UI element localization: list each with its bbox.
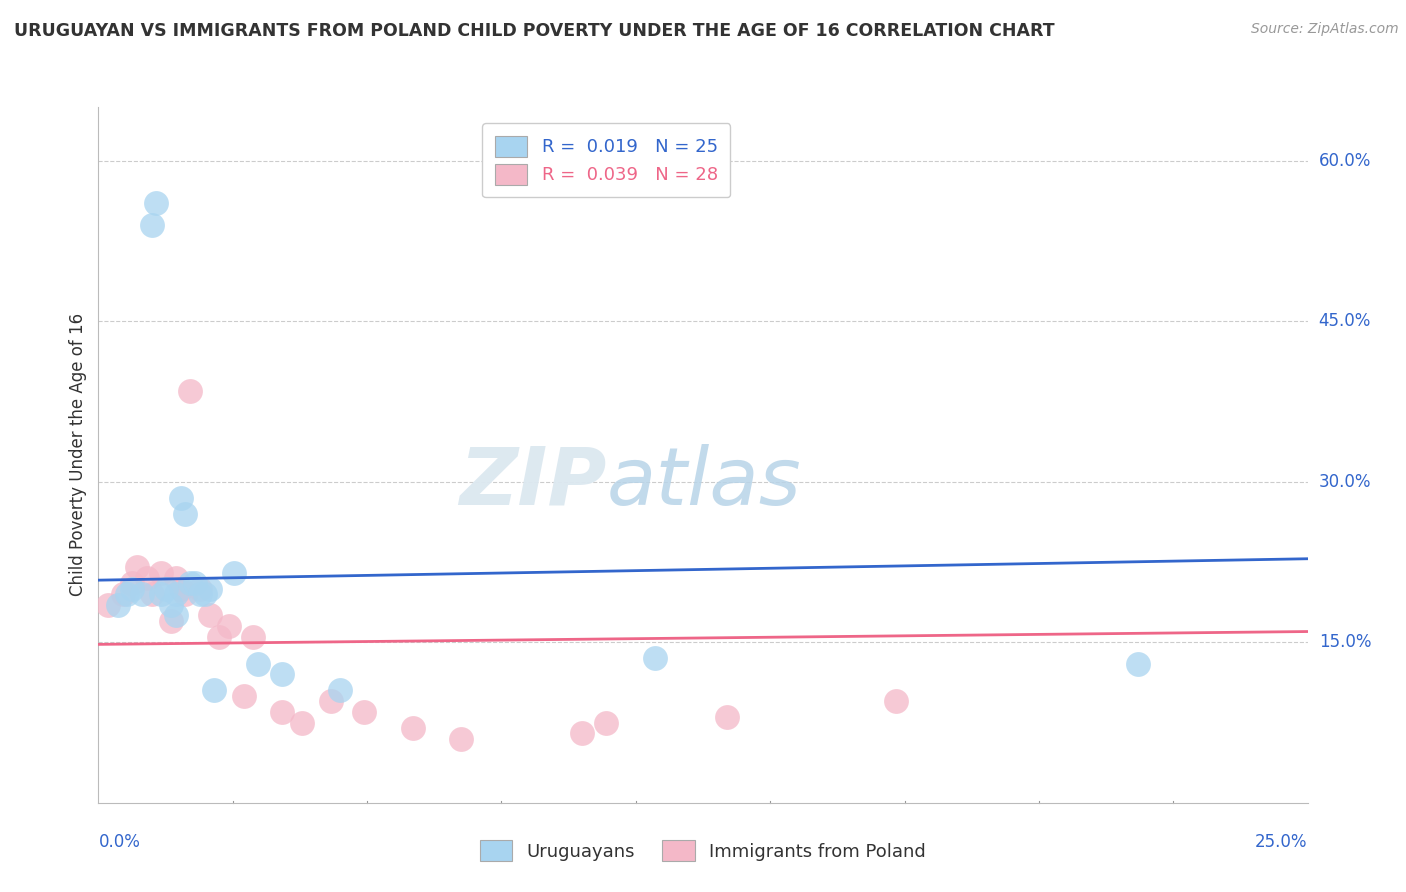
Point bbox=[174, 507, 197, 521]
Point bbox=[155, 582, 177, 596]
Point bbox=[271, 705, 294, 719]
Point bbox=[242, 630, 264, 644]
Point bbox=[174, 587, 197, 601]
Point bbox=[188, 587, 211, 601]
Point bbox=[644, 651, 666, 665]
Point bbox=[595, 715, 617, 730]
Point bbox=[165, 587, 187, 601]
Point bbox=[208, 630, 231, 644]
Point bbox=[131, 587, 153, 601]
Text: ZIP: ZIP bbox=[458, 443, 606, 522]
Point bbox=[886, 694, 908, 708]
Point bbox=[198, 608, 221, 623]
Point bbox=[402, 721, 425, 735]
Point bbox=[271, 667, 294, 681]
Point bbox=[121, 576, 143, 591]
Y-axis label: Child Poverty Under the Age of 16: Child Poverty Under the Age of 16 bbox=[69, 313, 87, 597]
Text: URUGUAYAN VS IMMIGRANTS FROM POLAND CHILD POVERTY UNDER THE AGE OF 16 CORRELATIO: URUGUAYAN VS IMMIGRANTS FROM POLAND CHIL… bbox=[14, 22, 1054, 40]
Point bbox=[571, 726, 593, 740]
Point bbox=[716, 710, 738, 724]
Point bbox=[247, 657, 270, 671]
Point bbox=[222, 566, 245, 580]
Point bbox=[150, 566, 173, 580]
Point bbox=[97, 598, 120, 612]
Point bbox=[179, 576, 201, 591]
Point bbox=[117, 587, 139, 601]
Point bbox=[179, 384, 201, 398]
Point bbox=[111, 587, 134, 601]
Point bbox=[194, 587, 217, 601]
Point bbox=[1128, 657, 1150, 671]
Text: atlas: atlas bbox=[606, 443, 801, 522]
Point bbox=[107, 598, 129, 612]
Point bbox=[127, 560, 149, 574]
Point bbox=[160, 614, 183, 628]
Point bbox=[232, 689, 254, 703]
Point bbox=[141, 587, 163, 601]
Text: 0.0%: 0.0% bbox=[98, 833, 141, 851]
Point bbox=[329, 683, 352, 698]
Point bbox=[135, 571, 157, 585]
Point bbox=[198, 582, 221, 596]
Text: 45.0%: 45.0% bbox=[1319, 312, 1371, 330]
Text: Source: ZipAtlas.com: Source: ZipAtlas.com bbox=[1251, 22, 1399, 37]
Legend: Uruguayans, Immigrants from Poland: Uruguayans, Immigrants from Poland bbox=[471, 831, 935, 871]
Point bbox=[150, 587, 173, 601]
Point bbox=[188, 582, 211, 596]
Point bbox=[218, 619, 240, 633]
Text: 15.0%: 15.0% bbox=[1319, 633, 1371, 651]
Point bbox=[165, 608, 187, 623]
Text: 25.0%: 25.0% bbox=[1256, 833, 1308, 851]
Point bbox=[319, 694, 342, 708]
Point bbox=[450, 731, 472, 746]
Point bbox=[145, 196, 167, 211]
Point bbox=[141, 218, 163, 232]
Text: 30.0%: 30.0% bbox=[1319, 473, 1371, 491]
Point bbox=[121, 582, 143, 596]
Point bbox=[160, 598, 183, 612]
Point bbox=[169, 582, 191, 596]
Point bbox=[353, 705, 375, 719]
Point bbox=[165, 571, 187, 585]
Text: 60.0%: 60.0% bbox=[1319, 152, 1371, 169]
Point bbox=[184, 576, 207, 591]
Point bbox=[169, 491, 191, 505]
Point bbox=[204, 683, 226, 698]
Point bbox=[290, 715, 312, 730]
